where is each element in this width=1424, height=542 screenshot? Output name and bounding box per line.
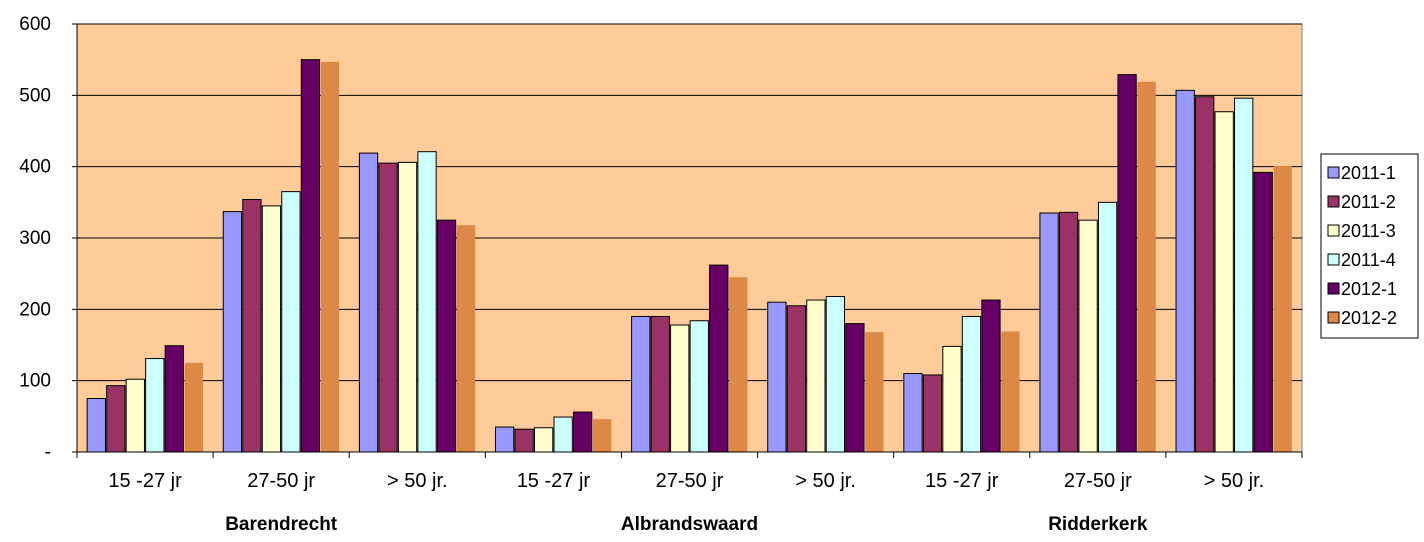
bar-2012-1-2	[436, 219, 457, 453]
bar-2012-2-0	[184, 362, 203, 452]
bar-2012-1-3	[572, 411, 593, 453]
legend-label: 2011-2	[1341, 192, 1396, 212]
y-tick-label: 400	[19, 157, 51, 178]
x-tick-label: > 50 jr.	[1204, 470, 1265, 492]
bar-2012-2-5	[865, 332, 884, 452]
bar-2011-3-6	[942, 345, 962, 453]
bar-2011-1-1	[222, 211, 243, 453]
bar-2012-2-1	[320, 61, 340, 452]
bar-2012-2-4	[729, 277, 748, 452]
bar-2011-4-5	[825, 295, 846, 453]
y-tick-label: 200	[19, 299, 51, 320]
bar-2011-3-3	[533, 427, 554, 453]
bar-2012-1-0	[164, 345, 184, 453]
bar-2012-2-6	[1001, 331, 1020, 452]
bar-2011-3-2	[397, 161, 418, 453]
bar-2011-1-2	[358, 152, 379, 453]
legend-label: 2012-2	[1341, 308, 1397, 328]
bar-2011-4-8	[1234, 97, 1254, 453]
bar-2012-2-8	[1273, 165, 1292, 452]
x-tick-label: 15 -27 jr	[108, 470, 182, 492]
bar-2011-3-1	[261, 205, 282, 453]
legend-swatch-2011-1	[1327, 166, 1340, 179]
bar-2012-1-6	[981, 299, 1001, 453]
bar-2011-4-0	[145, 358, 165, 453]
bar-2011-1-4	[631, 315, 651, 453]
bar-2012-1-8	[1253, 171, 1273, 453]
legend: 2011-1 2011-2 2011-3 2011-4 2012-1 2012-2	[1320, 153, 1419, 339]
y-tick-label: 300	[19, 228, 51, 249]
bar-2011-4-1	[281, 191, 301, 453]
x-tick-label: > 50 jr.	[795, 470, 856, 492]
bar-2012-1-1	[300, 59, 321, 453]
bar-2011-1-7	[1039, 212, 1059, 453]
legend-swatch-2012-2	[1327, 311, 1340, 324]
x-group-label: Ridderkerk	[1048, 514, 1148, 535]
legend-swatch-2012-1	[1327, 282, 1340, 295]
bar-2011-2-1	[242, 198, 262, 453]
legend-label: 2012-1	[1341, 279, 1397, 299]
bar-2012-1-4	[709, 264, 729, 453]
x-tick-label: 27-50 jr	[247, 470, 315, 492]
bar-2011-1-3	[494, 426, 515, 453]
legend-label: 2011-3	[1341, 221, 1396, 241]
bar-2011-2-7	[1058, 211, 1079, 453]
bar-2011-2-0	[106, 385, 126, 453]
bars	[86, 59, 1292, 453]
bar-2012-1-7	[1117, 74, 1137, 453]
bar-2011-3-7	[1078, 219, 1098, 453]
bar-2011-2-4	[650, 315, 670, 453]
x-tick-label: 15 -27 jr	[517, 470, 591, 492]
x-group-label: Albrandswaard	[621, 514, 758, 535]
bar-2011-2-5	[786, 305, 807, 453]
bar-2012-2-7	[1137, 81, 1156, 452]
legend-swatch-2011-4	[1327, 253, 1340, 266]
bar-2011-1-8	[1175, 89, 1195, 453]
bar-2011-3-4	[670, 324, 690, 453]
bar-2011-2-8	[1195, 96, 1215, 453]
bar-2011-4-2	[417, 151, 437, 453]
legend-swatch-2011-2	[1327, 195, 1340, 208]
axes: - 100 200 300 400 500 600 15 -27 jr 27-50 jr > 50…	[19, 14, 1303, 535]
bar-2011-3-8	[1214, 111, 1234, 453]
bar-2011-4-4	[689, 320, 709, 453]
bar-2012-2-2	[456, 225, 476, 452]
bar-2011-1-6	[903, 373, 923, 453]
y-tick-label: 100	[19, 371, 51, 392]
bar-2011-1-0	[86, 398, 106, 453]
bar-2011-1-5	[767, 301, 787, 453]
legend-label: 2011-4	[1341, 250, 1396, 270]
bar-2011-3-5	[806, 299, 826, 453]
legend-label: 2011-1	[1341, 163, 1396, 183]
legend-swatch-2011-3	[1327, 224, 1340, 237]
y-tick-label: 500	[19, 85, 51, 106]
x-tick-label: 15 -27 jr	[925, 470, 999, 492]
x-group-label: Barendrecht	[225, 514, 338, 535]
bar-2011-4-3	[553, 416, 573, 453]
bar-2011-2-6	[922, 374, 943, 453]
x-tick-label: 27-50 jr	[1064, 470, 1132, 492]
x-tick-label: 27-50 jr	[656, 470, 724, 492]
bar-2012-2-3	[592, 419, 612, 452]
bar-2011-2-3	[514, 428, 534, 453]
gridlines	[77, 23, 1302, 382]
bar-2011-4-6	[961, 315, 982, 453]
y-tick-label: -	[45, 442, 51, 463]
legend-box	[1320, 153, 1419, 339]
y-tick-label: 600	[19, 14, 51, 35]
bar-2011-4-7	[1097, 201, 1118, 453]
bar-2012-1-5	[845, 323, 865, 453]
x-tick-label: > 50 jr.	[387, 470, 448, 492]
bar-2011-3-0	[125, 378, 145, 453]
bar-2011-2-2	[378, 162, 398, 453]
